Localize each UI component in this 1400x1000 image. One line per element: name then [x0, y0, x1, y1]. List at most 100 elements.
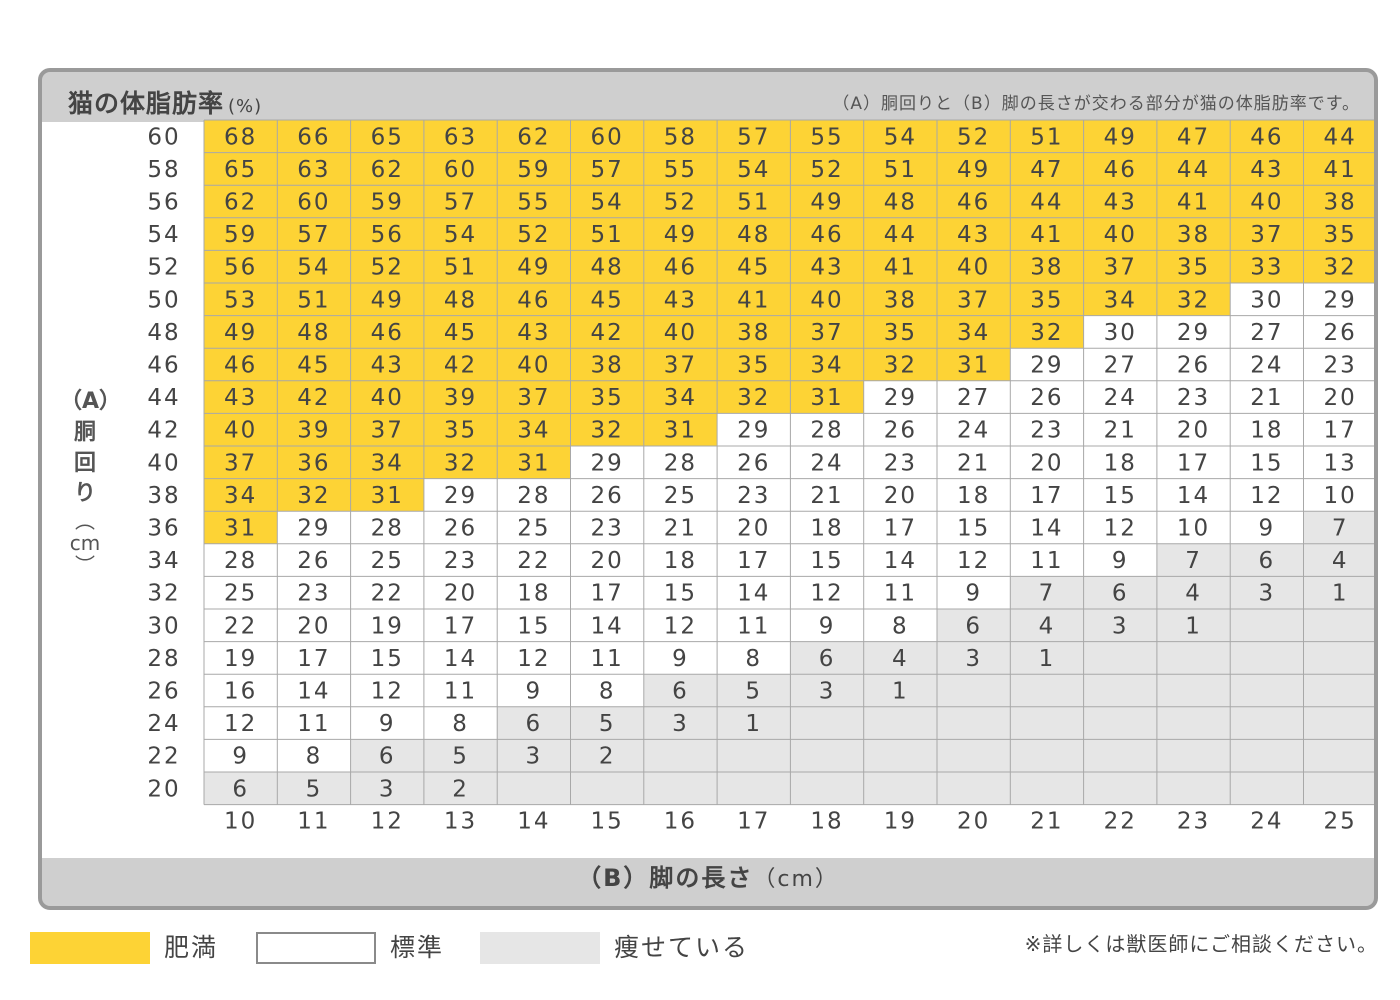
data-label: 20	[1030, 450, 1063, 476]
cell-thin	[1230, 772, 1304, 805]
data-label: 1	[1039, 646, 1056, 672]
data-label: 35	[444, 418, 477, 444]
cell-standard	[1156, 446, 1231, 479]
cell-standard	[497, 576, 571, 609]
cell-obese	[643, 250, 718, 283]
data-label: 62	[224, 190, 257, 216]
data-label: 18	[1104, 450, 1137, 476]
cell-standard	[717, 576, 791, 609]
cell-obese	[1303, 250, 1374, 283]
data-label: 54	[884, 124, 917, 150]
data-label: 3	[1259, 581, 1276, 607]
cell-obese	[570, 380, 644, 414]
data-label: 37	[664, 353, 697, 379]
cell-obese	[204, 250, 278, 283]
data-label: 8	[452, 711, 469, 737]
cell-standard	[350, 511, 424, 544]
cell-thin	[1083, 706, 1157, 740]
cell-standard	[1230, 315, 1304, 349]
data-label: 60	[297, 190, 330, 216]
title-text: 猫の体脂肪率	[68, 89, 225, 118]
cell-obese	[350, 315, 424, 349]
cell-obese	[937, 152, 1011, 186]
cell-obese	[1230, 185, 1304, 218]
cell-standard	[277, 543, 351, 577]
y-tick-label: 46	[147, 353, 180, 379]
cell-obese	[204, 152, 278, 186]
cell-obese	[350, 120, 424, 153]
cell-standard	[423, 609, 498, 642]
cell-standard	[277, 706, 351, 740]
cell-thin	[790, 674, 864, 707]
cell-thin	[1083, 772, 1157, 805]
data-label: 45	[444, 320, 477, 346]
cell-obese	[350, 185, 424, 218]
data-label: 48	[884, 190, 917, 216]
cell-thin	[350, 772, 424, 805]
data-label: 57	[297, 222, 330, 248]
cell-obese	[277, 250, 351, 283]
cell-obese	[863, 185, 937, 218]
cell-obese	[570, 152, 644, 186]
cell-obese	[204, 120, 278, 153]
cell-obese	[790, 380, 864, 414]
cell-obese	[570, 315, 644, 349]
data-label: 46	[810, 222, 843, 248]
cell-standard	[277, 511, 351, 544]
data-label: 28	[371, 516, 404, 542]
data-label: 1	[1332, 581, 1349, 607]
cell-standard	[790, 609, 864, 642]
data-label: 23	[737, 483, 770, 509]
data-label: 52	[957, 124, 990, 150]
cell-standard	[863, 609, 937, 642]
data-label: 14	[1030, 516, 1063, 542]
cell-standard	[497, 478, 571, 512]
cell-standard	[1083, 543, 1157, 577]
data-label: 66	[297, 124, 330, 150]
cell-thin	[863, 706, 937, 740]
data-label: 46	[1250, 124, 1283, 150]
cell-thin	[1010, 609, 1084, 642]
cell-thin	[350, 739, 424, 772]
data-label: 4	[1039, 613, 1056, 639]
cell-obese	[423, 250, 498, 283]
cell-standard	[570, 478, 644, 512]
data-label: 51	[1030, 124, 1063, 150]
data-label: 42	[444, 353, 477, 379]
cell-thin	[1303, 772, 1374, 805]
cell-standard	[643, 641, 718, 675]
cell-standard	[277, 674, 351, 707]
chart-frame: 猫の体脂肪率 (%) （A）胴回りと（B）脚の長さが交わる部分が猫の体脂肪率です。…	[38, 68, 1378, 910]
cell-thin	[863, 674, 937, 707]
cell-standard	[277, 576, 351, 609]
cell-obese	[790, 185, 864, 218]
cell-obese	[423, 348, 498, 381]
data-label: 31	[224, 516, 257, 542]
cell-obese	[570, 250, 644, 283]
data-label: 57	[444, 190, 477, 216]
cell-standard	[937, 511, 1011, 544]
data-label: 14	[884, 548, 917, 574]
cell-thin	[643, 674, 718, 707]
cell-standard	[937, 380, 1011, 414]
cell-standard	[277, 739, 351, 772]
y-axis-title: （A） 胴 回 り ︵ cm ︶	[60, 387, 121, 576]
data-label: 4	[892, 646, 909, 672]
data-label: 32	[737, 385, 770, 411]
data-label: 27	[1250, 320, 1283, 346]
cell-standard	[937, 478, 1011, 512]
y-tick-label: 48	[147, 320, 180, 346]
cell-thin	[1303, 511, 1374, 544]
cell-obese	[350, 283, 424, 316]
data-label: 43	[1250, 157, 1283, 183]
cell-standard	[423, 641, 498, 675]
x-tick-label: 21	[1030, 809, 1063, 835]
data-label: 12	[224, 711, 257, 737]
data-label: 41	[1030, 222, 1063, 248]
legend-label-thin: 痩せている	[614, 933, 750, 962]
data-label: 4	[1332, 548, 1349, 574]
data-label: 6	[965, 613, 982, 639]
data-label: 47	[1030, 157, 1063, 183]
y-tick-label: 34	[147, 548, 180, 574]
cell-standard	[204, 739, 278, 772]
